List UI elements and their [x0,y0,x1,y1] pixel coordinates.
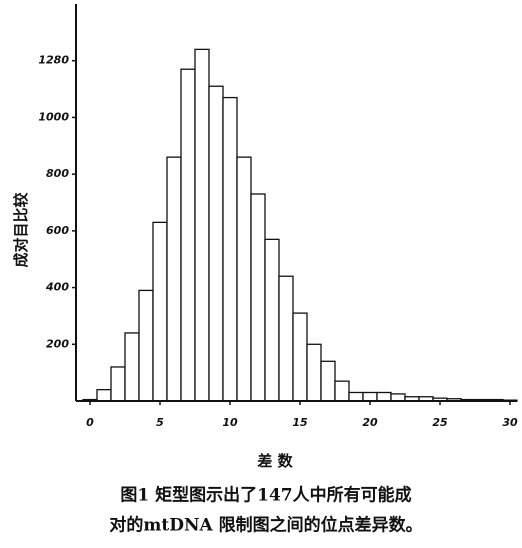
bar [194,48,210,402]
bar [376,391,392,402]
bar [236,156,252,402]
bar [208,85,224,402]
x-tick-label: 30 [502,416,518,429]
y-tick-label: 1280 [38,54,69,67]
y-tick-label: 200 [46,337,69,350]
y-axis-label: 成对目比较 [12,192,30,267]
bar [110,366,126,402]
bar [390,393,406,402]
bar [250,193,266,402]
x-tick-label: 5 [156,416,164,429]
bar [166,156,182,402]
x-tick-label: 0 [86,416,94,429]
y-tick-label: 800 [46,167,69,180]
caption: 对的mtDNA 限制图之间的位点差异数。 [109,515,422,536]
bar [348,391,364,402]
bar [222,96,238,402]
x-axis-label: 差 数 [257,452,293,470]
x-tick-label: 25 [432,416,448,429]
bar [180,68,196,402]
x-tick-label: 15 [292,416,308,429]
y-tick-label: 600 [46,224,69,237]
bar [96,389,112,402]
bar [306,343,322,402]
bar [152,221,168,402]
bar [292,312,308,402]
bar [264,238,280,402]
bar [334,380,350,402]
bar [362,391,378,402]
x-tick-label: 20 [362,416,378,429]
caption: 图1 矩型图示出了147人中所有可能成 [120,485,411,506]
y-tick-label: 1000 [38,110,69,123]
x-tick-label: 10 [222,416,238,429]
bar [278,275,294,402]
bar [138,289,154,402]
y-tick-label: 400 [45,281,69,294]
bar [124,332,140,402]
bar [320,360,336,402]
